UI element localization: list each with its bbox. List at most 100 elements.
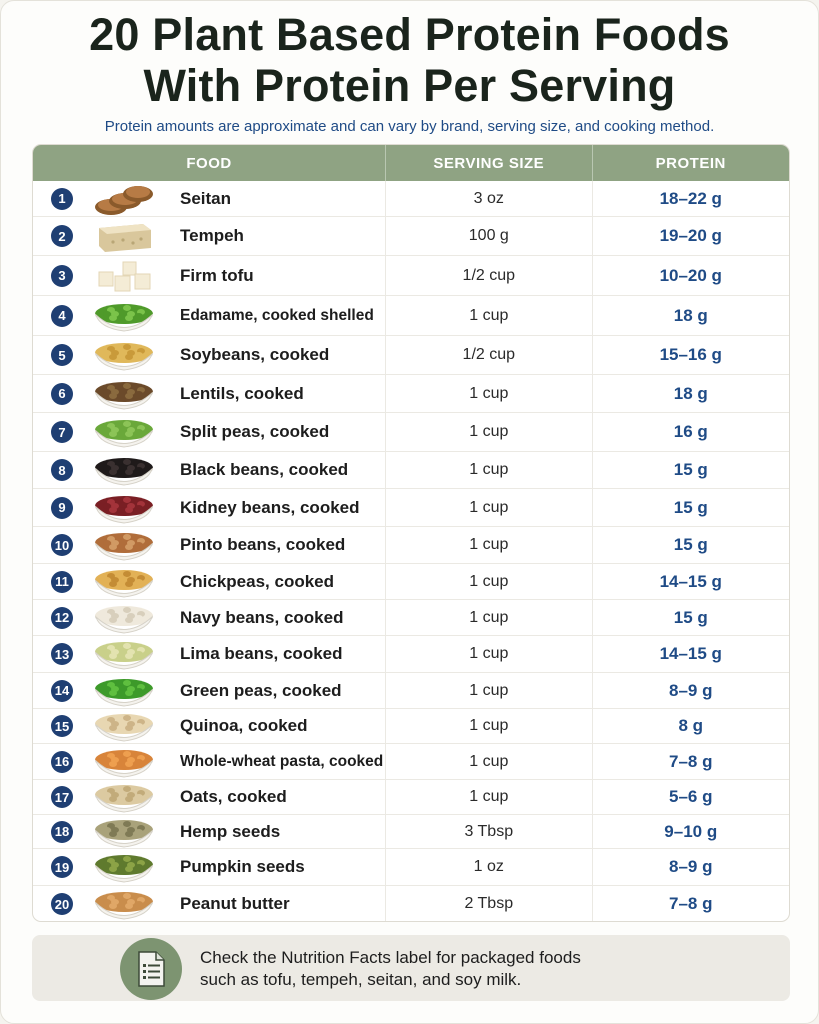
food-name: Hemp seeds <box>180 821 281 841</box>
green-peas-bowl-icon <box>93 673 155 709</box>
serving-size-cell: 1 cup <box>385 600 591 635</box>
food-name: Pinto beans, cooked <box>180 535 346 554</box>
protein-cell: 15 g <box>591 452 789 488</box>
seitan-slices-icon <box>93 181 155 217</box>
tempeh-block-icon <box>93 218 155 254</box>
food-cell: 1 Seitan <box>33 181 385 216</box>
table-row: 14 Green peas, cooked 1 cup 8–9 g <box>33 673 789 709</box>
protein-cell: 8 g <box>591 709 789 743</box>
table-row: 16 Whole-wheat pasta, cooked 1 cup 7–8 g <box>33 744 789 780</box>
protein-table: FOOD SERVING SIZE PROTEIN 1 Seitan 3 oz 18… <box>32 144 790 922</box>
food-name: Chickpeas, cooked <box>180 571 335 591</box>
protein-cell: 18 g <box>591 375 789 412</box>
food-cell: 11 Chickpeas, cooked <box>33 564 385 599</box>
serving-size-cell: 1 cup <box>385 564 591 599</box>
subtitle: Protein amounts are approximate and can … <box>104 118 715 135</box>
food-cell: 20 Peanut butter <box>33 886 385 921</box>
serving-size-cell: 1 cup <box>385 413 591 451</box>
protein-cell: 15–16 g <box>591 336 789 374</box>
pinto-beans-bowl-icon <box>93 527 155 563</box>
pasta-bowl-icon <box>93 744 155 780</box>
food-name: Lentils, cooked <box>180 383 304 403</box>
protein-cell: 7–8 g <box>591 744 789 779</box>
protein-cell: 15 g <box>591 489 789 526</box>
table-header: FOOD SERVING SIZE PROTEIN <box>33 145 789 181</box>
table-row: 1 Seitan 3 oz 18–22 g <box>33 181 789 217</box>
serving-size-cell: 1 cup <box>385 744 591 779</box>
food-name: Black beans, cooked <box>180 460 349 479</box>
food-name: Split peas, cooked <box>180 422 330 441</box>
row-number-badge: 17 <box>51 786 73 808</box>
row-number-badge: 8 <box>51 459 73 481</box>
peanut-butter-bowl-icon <box>93 886 155 921</box>
kidney-beans-bowl-icon <box>93 490 155 526</box>
row-number-badge: 4 <box>51 304 73 327</box>
protein-cell: 19–20 g <box>591 217 789 255</box>
header-serving-size: SERVING SIZE <box>385 145 591 181</box>
food-name: Tempeh <box>180 226 244 245</box>
serving-size-cell: 1 cup <box>385 673 591 708</box>
table-row: 15 Quinoa, cooked 1 cup 8 g <box>33 709 789 744</box>
split-peas-bowl-icon <box>93 414 155 450</box>
serving-size-cell: 1/2 cup <box>385 256 591 295</box>
chickpeas-bowl-icon <box>93 564 155 600</box>
protein-cell: 14–15 g <box>591 564 789 599</box>
table-row: 8 Black beans, cooked 1 cup 15 g <box>33 452 789 489</box>
oats-bowl-icon <box>93 779 155 815</box>
protein-cell: 16 g <box>591 413 789 451</box>
food-name: Kidney beans, cooked <box>180 497 360 517</box>
lima-beans-bowl-icon <box>93 636 155 672</box>
row-number-badge: 5 <box>51 344 73 366</box>
navy-beans-bowl-icon <box>93 600 155 636</box>
protein-cell: 8–9 g <box>591 673 789 708</box>
row-number-badge: 9 <box>51 496 73 519</box>
food-name: Soybeans, cooked <box>180 345 330 364</box>
serving-size-cell: 1 cup <box>385 452 591 488</box>
table-row: 20 Peanut butter 2 Tbsp 7–8 g <box>33 886 789 921</box>
table-row: 9 Kidney beans, cooked 1 cup 15 g <box>33 489 789 527</box>
table-row: 11 Chickpeas, cooked 1 cup 14–15 g <box>33 564 789 600</box>
table-row: 4 Edamame, cooked shelled 1 cup 18 g <box>33 296 789 336</box>
row-number-badge: 3 <box>51 264 73 287</box>
tip-text: Check the Nutrition Facts label for pack… <box>200 947 680 991</box>
tofu-cubes-icon <box>93 258 155 294</box>
food-name: Quinoa, cooked <box>180 716 308 735</box>
tip-line-1: Check the Nutrition Facts label for pack… <box>200 948 581 967</box>
table-row: 5 Soybeans, cooked 1/2 cup 15–16 g <box>33 336 789 375</box>
serving-size-cell: 1 oz <box>385 849 591 885</box>
table-row: 17 Oats, cooked 1 cup 5–6 g <box>33 780 789 815</box>
row-number-badge: 19 <box>51 856 73 878</box>
protein-cell: 18–22 g <box>591 181 789 216</box>
row-number-badge: 2 <box>51 225 73 247</box>
food-cell: 7 Split peas, cooked <box>33 413 385 451</box>
header-food: FOOD <box>186 154 232 172</box>
row-number-badge: 1 <box>51 187 73 210</box>
table-row: 18 Hemp seeds 3 Tbsp 9–10 g <box>33 815 789 849</box>
protein-cell: 9–10 g <box>591 815 789 848</box>
table-row: 13 Lima beans, cooked 1 cup 14–15 g <box>33 636 789 673</box>
food-name: Seitan <box>180 188 232 208</box>
header-protein: PROTEIN <box>591 145 789 181</box>
black-beans-bowl-icon <box>93 452 155 488</box>
food-name: Green peas, cooked <box>180 680 342 700</box>
food-cell: 19 Pumpkin seeds <box>33 849 385 885</box>
protein-cell: 14–15 g <box>591 636 789 672</box>
food-cell: 6 Lentils, cooked <box>33 375 385 412</box>
title-line-1: 20 Plant Based Protein Foods <box>89 9 730 60</box>
row-number-badge: 13 <box>51 643 73 665</box>
serving-size-cell: 3 Tbsp <box>385 815 591 848</box>
table-row: 7 Split peas, cooked 1 cup 16 g <box>33 413 789 452</box>
food-cell: 10 Pinto beans, cooked <box>33 527 385 563</box>
protein-cell: 15 g <box>591 600 789 635</box>
protein-cell: 15 g <box>591 527 789 563</box>
protein-cell: 18 g <box>591 296 789 335</box>
serving-size-cell: 1 cup <box>385 296 591 335</box>
food-cell: 17 Oats, cooked <box>33 780 385 814</box>
serving-size-cell: 1 cup <box>385 780 591 814</box>
table-row: 10 Pinto beans, cooked 1 cup 15 g <box>33 527 789 564</box>
table-row: 2 Tempeh 100 g 19–20 g <box>33 217 789 256</box>
serving-size-cell: 1 cup <box>385 489 591 526</box>
soybeans-bowl-icon <box>93 337 155 373</box>
